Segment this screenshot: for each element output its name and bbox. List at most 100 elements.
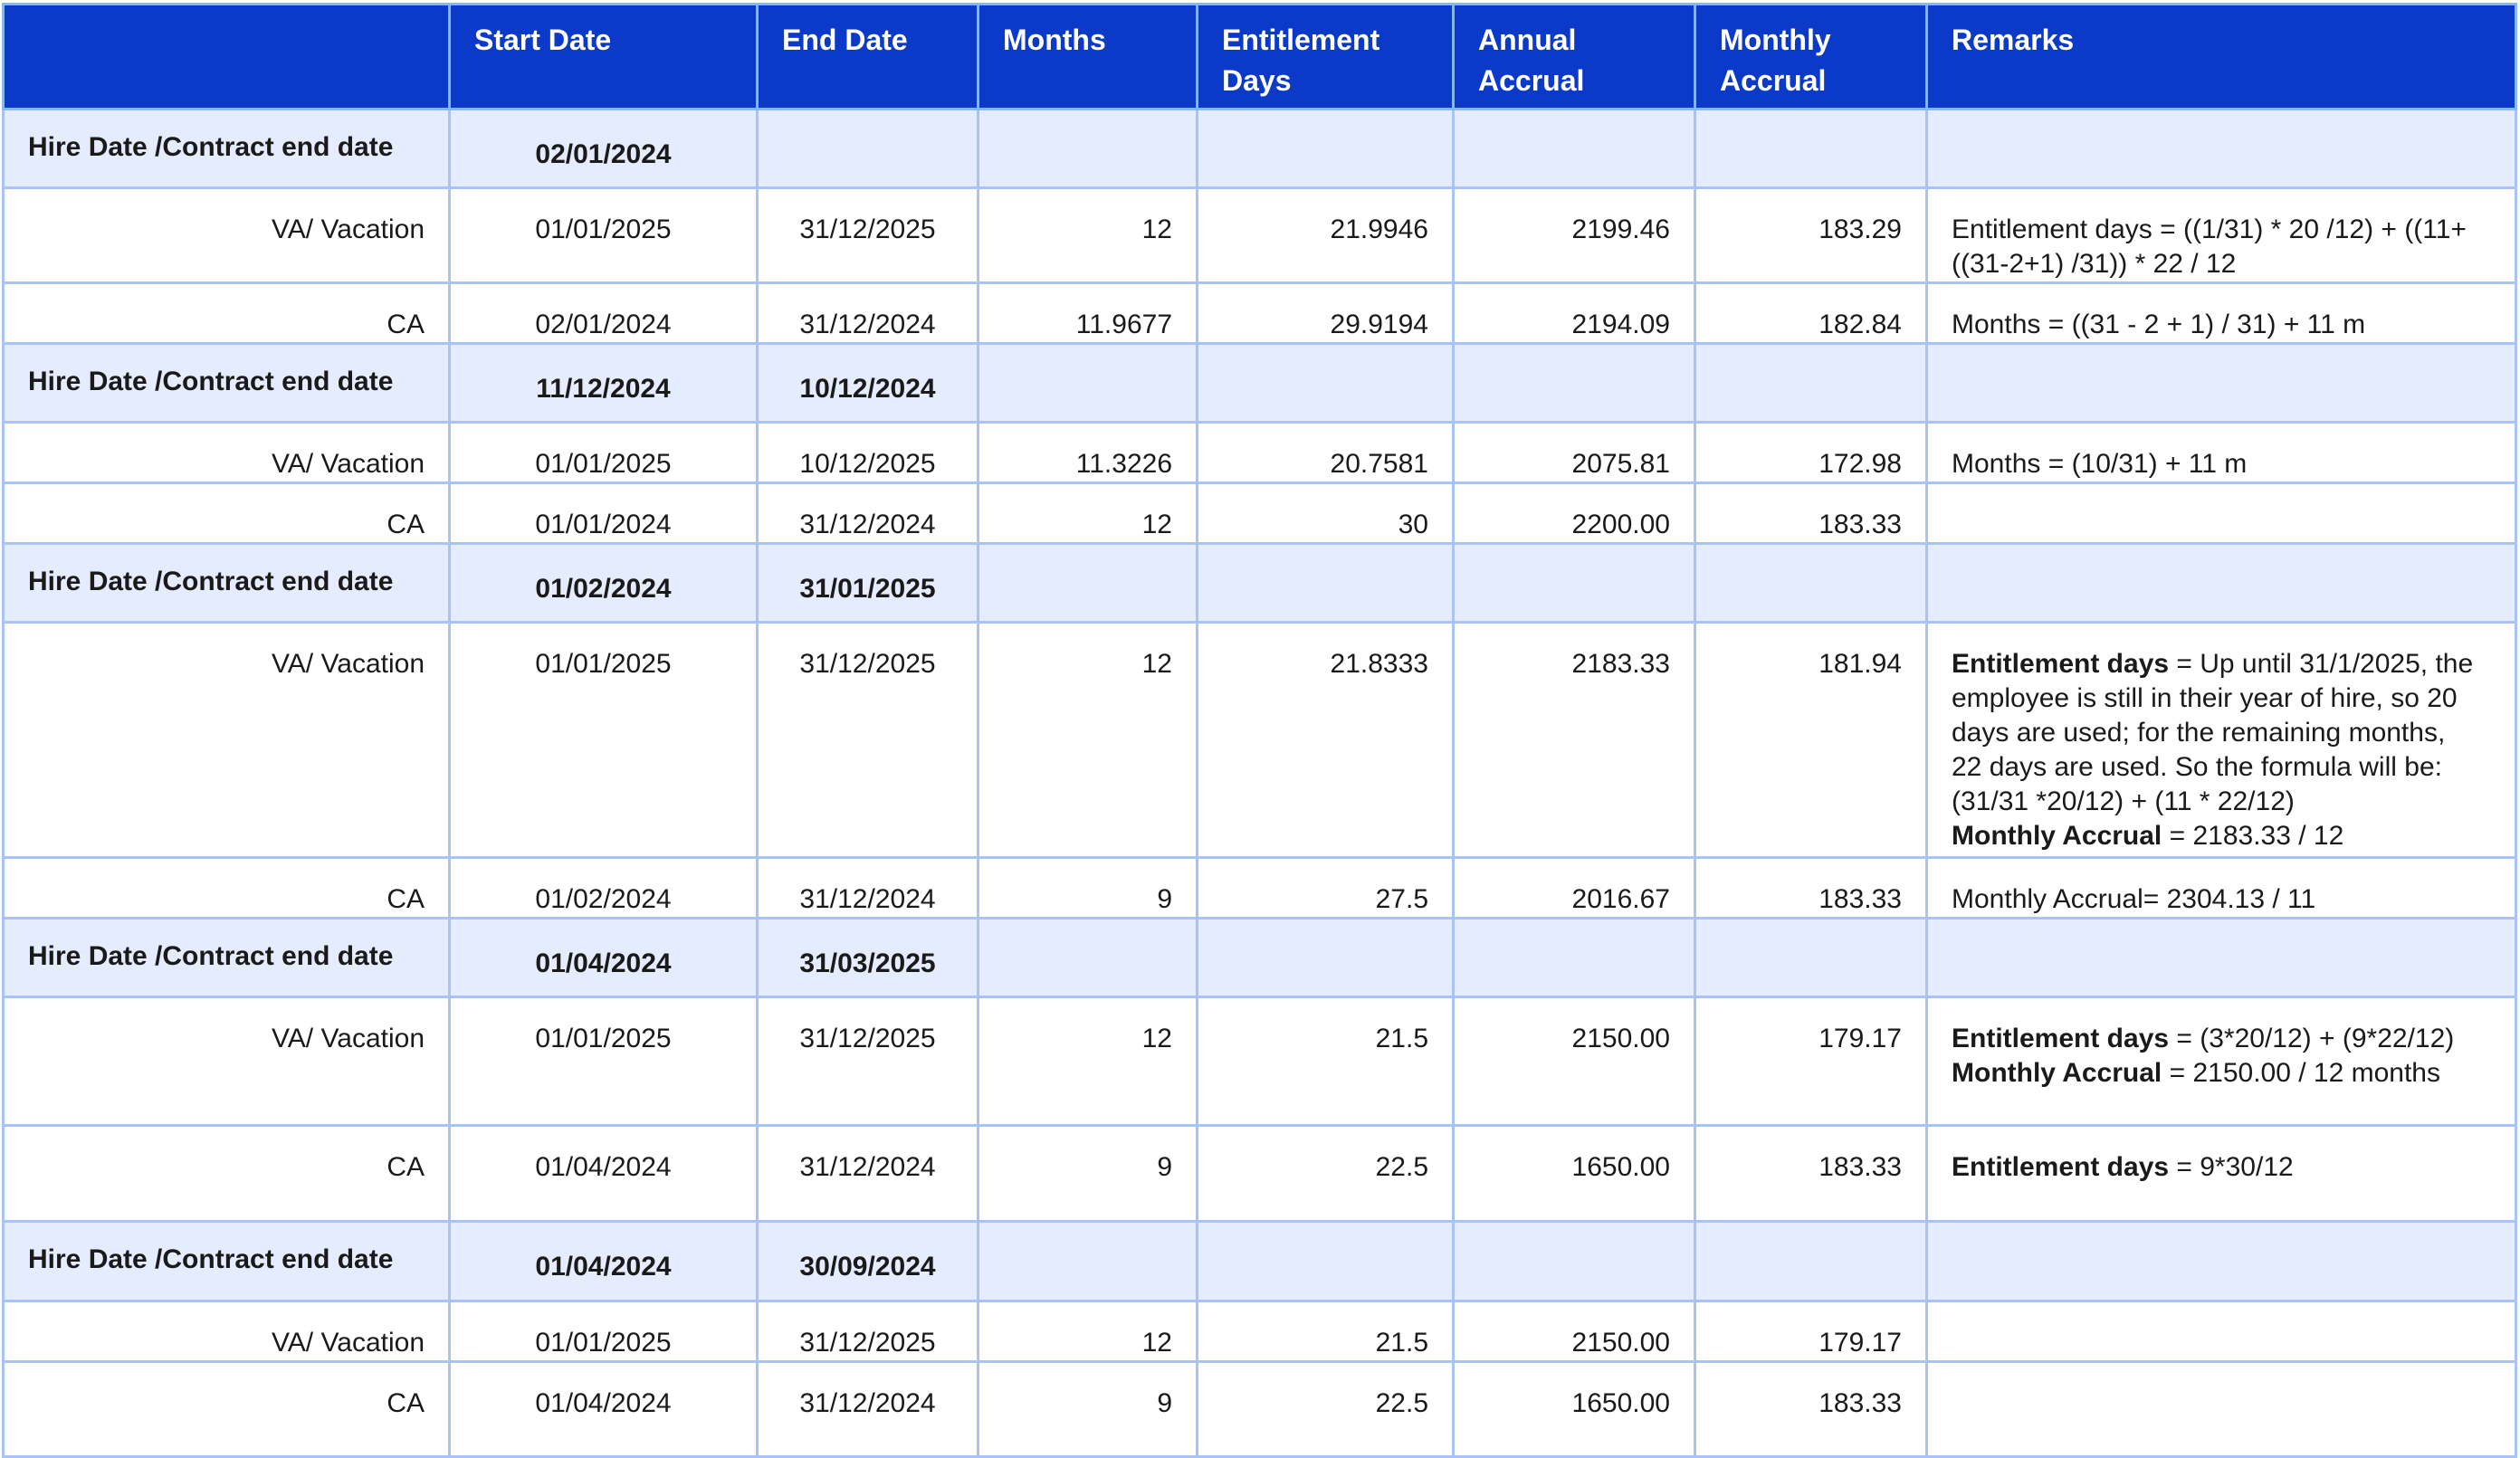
empty-cell[interactable]	[977, 342, 1198, 424]
end-date[interactable]: 10/12/2025	[756, 421, 979, 484]
group-end-date[interactable]	[756, 108, 979, 189]
empty-cell[interactable]	[1196, 917, 1455, 998]
group-end-date[interactable]: 30/09/2024	[756, 1220, 979, 1302]
months[interactable]: 11.9677	[977, 281, 1198, 345]
leave-type[interactable]: CA	[2, 281, 451, 345]
leave-type[interactable]: CA	[2, 1360, 451, 1458]
months[interactable]: 12	[977, 996, 1198, 1127]
empty-cell[interactable]	[1925, 108, 2517, 189]
annual-accrual[interactable]: 2199.46	[1452, 186, 1696, 284]
start-date[interactable]: 01/04/2024	[448, 1360, 759, 1458]
header-months[interactable]: Months	[977, 3, 1198, 110]
leave-type[interactable]: CA	[2, 856, 451, 920]
entitlement-days[interactable]: 21.5	[1196, 996, 1455, 1127]
entitlement-days[interactable]: 22.5	[1196, 1360, 1455, 1458]
group-label[interactable]: Hire Date /Contract end date	[2, 342, 451, 424]
empty-cell[interactable]	[1694, 917, 1928, 998]
header-start-date[interactable]: Start Date	[448, 3, 759, 110]
header-annual-accrual[interactable]: Annual Accrual	[1452, 3, 1696, 110]
leave-type[interactable]: CA	[2, 481, 451, 545]
annual-accrual[interactable]: 2150.00	[1452, 996, 1696, 1127]
entitlement-days[interactable]: 27.5	[1196, 856, 1455, 920]
annual-accrual[interactable]: 2183.33	[1452, 621, 1696, 859]
empty-cell[interactable]	[1196, 542, 1455, 624]
entitlement-days[interactable]: 29.9194	[1196, 281, 1455, 345]
months[interactable]: 12	[977, 621, 1198, 859]
months[interactable]: 12	[977, 1300, 1198, 1363]
end-date[interactable]: 31/12/2025	[756, 996, 979, 1127]
group-label[interactable]: Hire Date /Contract end date	[2, 542, 451, 624]
entitlement-days[interactable]: 21.9946	[1196, 186, 1455, 284]
entitlement-days[interactable]: 21.8333	[1196, 621, 1455, 859]
empty-cell[interactable]	[977, 917, 1198, 998]
empty-cell[interactable]	[1694, 1220, 1928, 1302]
start-date[interactable]: 01/01/2025	[448, 996, 759, 1127]
monthly-accrual[interactable]: 183.33	[1694, 1360, 1928, 1458]
group-start-date[interactable]: 01/02/2024	[448, 542, 759, 624]
start-date[interactable]: 01/01/2025	[448, 421, 759, 484]
leave-type[interactable]: CA	[2, 1124, 451, 1223]
header-blank[interactable]	[2, 3, 451, 110]
empty-cell[interactable]	[977, 542, 1198, 624]
empty-cell[interactable]	[1196, 1220, 1455, 1302]
end-date[interactable]: 31/12/2024	[756, 1360, 979, 1458]
annual-accrual[interactable]: 2194.09	[1452, 281, 1696, 345]
annual-accrual[interactable]: 2200.00	[1452, 481, 1696, 545]
start-date[interactable]: 01/01/2025	[448, 621, 759, 859]
start-date[interactable]: 01/01/2024	[448, 481, 759, 545]
end-date[interactable]: 31/12/2024	[756, 1124, 979, 1223]
leave-type[interactable]: VA/ Vacation	[2, 186, 451, 284]
empty-cell[interactable]	[1694, 108, 1928, 189]
end-date[interactable]: 31/12/2025	[756, 621, 979, 859]
monthly-accrual[interactable]: 183.29	[1694, 186, 1928, 284]
remarks[interactable]: Months = ((31 - 2 + 1) / 31) + 11 m	[1925, 281, 2517, 345]
empty-cell[interactable]	[1925, 542, 2517, 624]
annual-accrual[interactable]: 2075.81	[1452, 421, 1696, 484]
remarks[interactable]	[1925, 1300, 2517, 1363]
group-label[interactable]: Hire Date /Contract end date	[2, 917, 451, 998]
header-remarks[interactable]: Remarks	[1925, 3, 2517, 110]
empty-cell[interactable]	[1452, 342, 1696, 424]
group-label[interactable]: Hire Date /Contract end date	[2, 108, 451, 189]
entitlement-days[interactable]: 22.5	[1196, 1124, 1455, 1223]
group-start-date[interactable]: 11/12/2024	[448, 342, 759, 424]
entitlement-days[interactable]: 21.5	[1196, 1300, 1455, 1363]
empty-cell[interactable]	[1196, 342, 1455, 424]
empty-cell[interactable]	[1196, 108, 1455, 189]
group-end-date[interactable]: 10/12/2024	[756, 342, 979, 424]
group-start-date[interactable]: 01/04/2024	[448, 1220, 759, 1302]
empty-cell[interactable]	[1925, 917, 2517, 998]
group-end-date[interactable]: 31/01/2025	[756, 542, 979, 624]
annual-accrual[interactable]: 2150.00	[1452, 1300, 1696, 1363]
months[interactable]: 12	[977, 186, 1198, 284]
monthly-accrual[interactable]: 181.94	[1694, 621, 1928, 859]
months[interactable]: 9	[977, 856, 1198, 920]
empty-cell[interactable]	[1694, 342, 1928, 424]
months[interactable]: 9	[977, 1124, 1198, 1223]
monthly-accrual[interactable]: 183.33	[1694, 1124, 1928, 1223]
leave-type[interactable]: VA/ Vacation	[2, 1300, 451, 1363]
remarks[interactable]: Entitlement days = ((1/31) * 20 /12) + (…	[1925, 186, 2517, 284]
monthly-accrual[interactable]: 179.17	[1694, 996, 1928, 1127]
annual-accrual[interactable]: 1650.00	[1452, 1124, 1696, 1223]
empty-cell[interactable]	[977, 1220, 1198, 1302]
end-date[interactable]: 31/12/2025	[756, 1300, 979, 1363]
end-date[interactable]: 31/12/2025	[756, 186, 979, 284]
header-end-date[interactable]: End Date	[756, 3, 979, 110]
entitlement-days[interactable]: 20.7581	[1196, 421, 1455, 484]
empty-cell[interactable]	[1452, 108, 1696, 189]
start-date[interactable]: 01/01/2025	[448, 1300, 759, 1363]
remarks[interactable]: Monthly Accrual= 2304.13 / 11	[1925, 856, 2517, 920]
end-date[interactable]: 31/12/2024	[756, 856, 979, 920]
empty-cell[interactable]	[977, 108, 1198, 189]
months[interactable]: 9	[977, 1360, 1198, 1458]
start-date[interactable]: 01/01/2025	[448, 186, 759, 284]
start-date[interactable]: 02/01/2024	[448, 281, 759, 345]
annual-accrual[interactable]: 1650.00	[1452, 1360, 1696, 1458]
empty-cell[interactable]	[1925, 342, 2517, 424]
monthly-accrual[interactable]: 183.33	[1694, 481, 1928, 545]
remarks[interactable]: Entitlement days = (3*20/12) + (9*22/12)…	[1925, 996, 2517, 1127]
end-date[interactable]: 31/12/2024	[756, 281, 979, 345]
empty-cell[interactable]	[1452, 542, 1696, 624]
remarks[interactable]	[1925, 1360, 2517, 1458]
